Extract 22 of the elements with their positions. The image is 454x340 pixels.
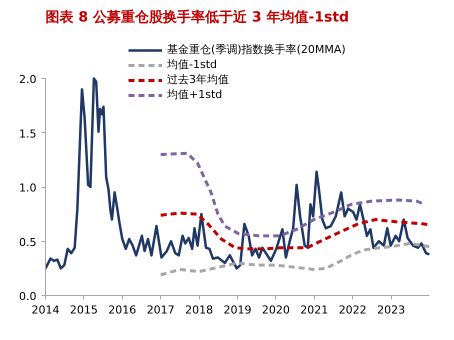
legend-label: 基金重仓(季调)指数换手率(20MMA): [167, 42, 346, 57]
x-tick-label: 2015: [70, 304, 98, 316]
x-tick-label: 2022: [338, 304, 367, 316]
x-tick-label: 2014: [32, 304, 60, 316]
chart-title: 图表 8 公募重仓股换手率低于近 3 年均值-1std: [46, 8, 350, 26]
y-tick-label: 0.5: [19, 236, 37, 249]
y-tick-label: 0.0: [19, 290, 37, 303]
line-series: [159, 212, 430, 250]
x-tick-label: 2017: [146, 304, 175, 316]
line-series: [159, 242, 430, 276]
x-tick-label: 2019: [224, 304, 252, 316]
y-tick-label: 2.0: [19, 73, 37, 86]
x-tick-label: 2016: [108, 304, 136, 316]
x-tick-label: 2020: [262, 304, 290, 316]
x-tick-label: 2023: [377, 304, 406, 316]
x-tick-label: 2018: [185, 304, 214, 316]
x-tick-label: 2021: [300, 304, 328, 316]
y-tick-label: 1.0: [19, 182, 37, 194]
legend-label: 均值-1std: [167, 57, 217, 72]
legend-label: 过去3年均值: [167, 72, 229, 87]
legend-label: 均值+1std: [167, 87, 222, 102]
y-tick-label: 1.5: [19, 127, 37, 140]
